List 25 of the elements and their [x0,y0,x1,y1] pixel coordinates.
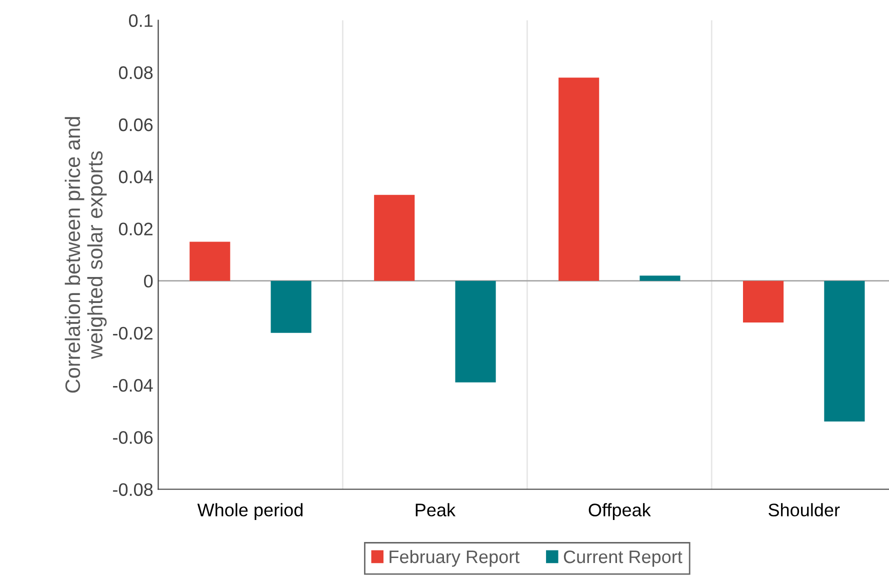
y-tick-label: 0.1 [128,14,152,27]
bar [455,280,496,382]
y-tick-label: -0.06 [113,431,153,444]
bar [640,276,680,281]
bar [558,78,600,281]
y-tick-label: -0.08 [113,483,153,496]
bar [270,280,312,333]
legend-label: February Report [390,550,520,567]
x-tick-label: Whole period [197,503,303,520]
x-tick-label: Peak [416,503,456,516]
bar [190,242,230,281]
y-tick-label: 0.06 [118,118,153,132]
bar [824,280,865,422]
bar [743,280,784,323]
y-tick-label: 0.08 [118,66,153,80]
y-tick-label: -0.02 [113,326,152,340]
y-axis-title: Correlation between price and weighted solar exports [64,117,107,393]
legend-label: Current Report [564,550,682,567]
x-tick-label: Offpeak [588,503,651,520]
y-tick-label: 0 [144,274,153,288]
y-tick-label: 0.02 [118,222,152,236]
bar [374,194,415,281]
x-tick-label: Shoulder [768,503,840,516]
y-tick-label: 0.04 [118,170,153,184]
y-tick-label: -0.04 [113,378,153,392]
